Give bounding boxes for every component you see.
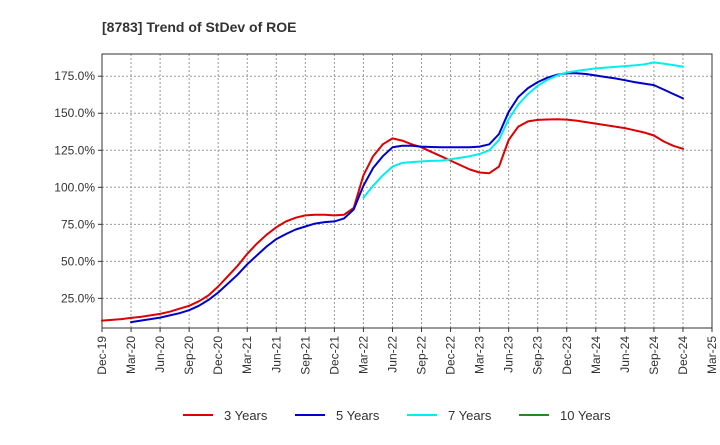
x-tick-label: Sep-23 (531, 336, 545, 375)
y-tick-label: 100.0% (54, 180, 95, 194)
grid (102, 54, 712, 328)
chart-title: [8783] Trend of StDev of ROE (102, 19, 296, 35)
x-tick-label: Sep-20 (182, 336, 196, 375)
y-tick-label: 125.0% (54, 143, 95, 157)
x-tick-label: Jun-23 (502, 336, 516, 373)
x-tick-label: Dec-21 (327, 336, 341, 375)
x-tick-label: Jun-20 (153, 336, 167, 373)
x-tick-label: Sep-21 (298, 336, 312, 375)
x-tick-label: Dec-19 (95, 336, 109, 375)
plot-area (101, 53, 713, 329)
x-tick-label: Dec-24 (676, 336, 690, 375)
y-tick-label: 150.0% (54, 106, 95, 120)
legend-item-7-years: 7 Years (407, 408, 492, 423)
legend-label: 10 Years (560, 408, 611, 423)
legend: 3 Years 5 Years 7 Years 10 Years (183, 408, 611, 423)
legend-item-5-years: 5 Years (295, 408, 380, 423)
series-line-3-years (101, 118, 684, 322)
x-tick-label: Mar-21 (240, 336, 254, 374)
x-tick-label: Jun-22 (385, 336, 399, 373)
x-tick-label: Sep-24 (647, 336, 661, 375)
x-tick-label: Mar-22 (356, 336, 370, 374)
legend-item-3-years: 3 Years (183, 408, 268, 423)
x-tick-label: Mar-24 (589, 336, 603, 374)
y-tick-label: 25.0% (61, 291, 95, 305)
x-tick-label: Jun-21 (269, 336, 283, 373)
series-lines (101, 61, 684, 324)
series-line-5-years (130, 72, 684, 324)
y-tick-label: 75.0% (61, 217, 95, 231)
x-tick-label: Mar-23 (473, 336, 487, 374)
x-tick-label: Mar-25 (705, 336, 719, 374)
y-axis: 25.0% 50.0% 75.0% 100.0% 125.0% 150.0% 175.0% (54, 69, 102, 305)
legend-item-10-years: 10 Years (519, 408, 611, 423)
x-axis: Dec-19 Mar-20 Jun-20 Sep-20 Dec-20 Mar-21 Jun-… (95, 328, 719, 375)
y-tick-label: 175.0% (54, 69, 95, 83)
legend-label: 7 Years (448, 408, 492, 423)
legend-label: 5 Years (336, 408, 380, 423)
y-tick-label: 50.0% (61, 254, 95, 268)
legend-label: 3 Years (224, 408, 268, 423)
x-tick-label: Dec-23 (560, 336, 574, 375)
x-tick-label: Mar-20 (124, 336, 138, 374)
x-tick-label: Dec-22 (444, 336, 458, 375)
x-tick-label: Sep-22 (415, 336, 429, 375)
series-line-7-years (362, 61, 684, 199)
x-tick-label: Dec-20 (211, 336, 225, 375)
x-tick-label: Jun-24 (618, 336, 632, 373)
